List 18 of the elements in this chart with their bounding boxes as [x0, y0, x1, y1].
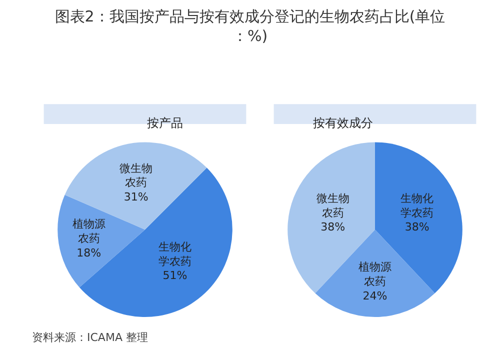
slice-label: 微生物农药 [120, 162, 153, 190]
data-label: 31% [124, 190, 148, 204]
chart-title: 图表2：我国按产品与按有效成分登记的生物农药占比(单位：%) [54, 8, 446, 46]
data-label: 38% [404, 220, 430, 234]
slice-label: 植物源农药 [72, 218, 106, 245]
data-label: 51% [162, 269, 188, 282]
chart-subtitle: 按有效成分 [313, 116, 373, 130]
chart-subtitle: 按产品 [147, 116, 183, 130]
text: 资料来源：ICAMA 整理 [32, 331, 148, 344]
slice-label: 微生物农药 [316, 192, 350, 220]
pie-slice [315, 230, 435, 317]
data-label: 24% [362, 289, 388, 302]
data-label: 38% [320, 220, 346, 234]
slice-label: 植物源农药 [358, 260, 392, 288]
slice-label: 生物化学农药 [400, 192, 434, 220]
slice-label: 生物化学农药 [158, 240, 192, 268]
pie-slice [64, 142, 207, 230]
data-label: 18% [76, 246, 102, 260]
